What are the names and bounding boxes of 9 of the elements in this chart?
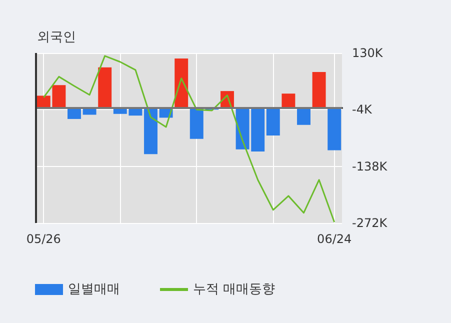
legend-label: 누적 매매동향 xyxy=(193,282,276,297)
y-tick-label: 130K xyxy=(352,46,384,60)
legend-label: 일별매매 xyxy=(68,282,120,297)
y-tick-label: -4K xyxy=(352,102,373,117)
y-tick-label: -272K xyxy=(352,216,388,230)
chart-title: 외국인 xyxy=(37,30,76,45)
x-tick-label: 05/26 xyxy=(26,232,61,246)
y-tick-label: -138K xyxy=(352,159,388,174)
x-tick-label: 06/24 xyxy=(317,232,352,246)
